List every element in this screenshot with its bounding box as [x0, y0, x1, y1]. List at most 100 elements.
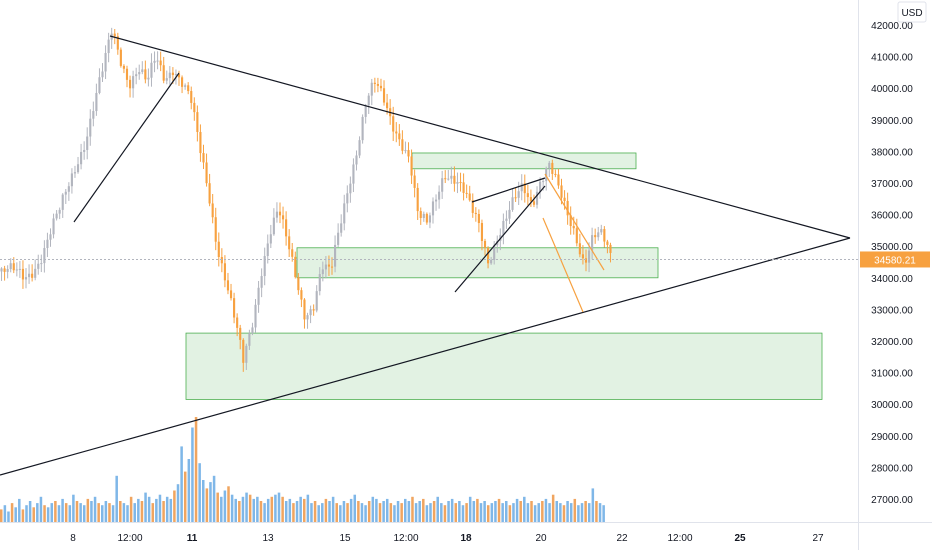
- volume-bar: [519, 501, 522, 522]
- volume-bar: [94, 497, 97, 522]
- volume-bar: [480, 503, 483, 522]
- candle-body: [270, 234, 272, 243]
- candle-body: [196, 112, 198, 132]
- volume-bar: [238, 501, 241, 522]
- lower-demand-zone[interactable]: [186, 333, 822, 399]
- volume-bar: [328, 501, 331, 522]
- volume-bar: [343, 501, 346, 522]
- volume-bar: [227, 486, 230, 522]
- candle-body: [212, 203, 214, 217]
- volume-bar: [541, 501, 544, 522]
- volume-bar: [180, 446, 183, 522]
- current-price-label: 34580.21: [874, 255, 916, 266]
- volume-bar: [87, 499, 90, 522]
- candle-body: [365, 105, 367, 117]
- volume-bar: [202, 480, 205, 522]
- x-tick-label: 22: [616, 533, 628, 544]
- candle-body: [554, 174, 556, 175]
- candle-body: [175, 74, 177, 75]
- y-tick-label: 33000.00: [871, 305, 913, 316]
- volume-bar: [101, 505, 104, 522]
- candle-body: [429, 215, 431, 222]
- y-tick-label: 31000.00: [871, 369, 913, 380]
- candle-body: [331, 267, 333, 268]
- volume-bar: [451, 499, 454, 522]
- candle-body: [423, 214, 425, 218]
- volume-bar: [133, 503, 136, 522]
- candle-body: [478, 214, 480, 223]
- x-tick-label: 11: [187, 533, 198, 544]
- upper-resistance-zone[interactable]: [412, 153, 636, 169]
- volume-bar: [411, 497, 414, 522]
- volume-bar: [408, 501, 411, 522]
- x-tick-label: 15: [339, 533, 351, 544]
- volume-bar: [382, 501, 385, 522]
- candle-body: [456, 182, 458, 184]
- candle-body: [10, 263, 12, 269]
- volume-bar: [393, 505, 396, 522]
- volume-bar: [588, 503, 591, 522]
- candle-body: [190, 91, 192, 103]
- candle-body: [218, 242, 220, 257]
- candle-body: [401, 139, 403, 150]
- candle-body: [98, 77, 100, 93]
- candle-body: [25, 277, 27, 279]
- candle-body: [144, 69, 146, 79]
- volume-bar: [487, 505, 490, 522]
- volume-bar: [556, 501, 559, 522]
- candle-body: [515, 197, 517, 198]
- volume-bar: [433, 501, 436, 522]
- candle-body: [123, 66, 125, 69]
- volume-bar: [54, 501, 57, 522]
- volume-bar: [476, 499, 479, 522]
- x-tick-label: 8: [70, 533, 76, 544]
- volume-bar: [465, 503, 468, 522]
- volume-bar: [447, 501, 450, 522]
- candle-body: [120, 50, 122, 66]
- candle-body: [511, 197, 513, 210]
- volume-bar: [559, 503, 562, 522]
- volume-bar: [90, 501, 93, 522]
- candle-body: [166, 78, 168, 81]
- candle-body: [31, 274, 33, 278]
- candle-body: [202, 153, 204, 162]
- volume-bar: [29, 501, 32, 522]
- volume-bar: [177, 484, 180, 522]
- candle-body: [404, 150, 406, 151]
- candle-body: [340, 223, 342, 232]
- candle-body: [313, 309, 315, 310]
- candle-body: [560, 185, 562, 197]
- candle-body: [227, 280, 229, 290]
- volume-bar: [436, 497, 439, 522]
- volume-bar: [303, 499, 306, 522]
- candle-body: [22, 269, 24, 280]
- candle-body: [132, 76, 134, 88]
- candle-body: [276, 212, 278, 218]
- volume-bar: [429, 503, 432, 522]
- candle-body: [435, 200, 437, 202]
- volume-bar: [563, 505, 566, 522]
- volume-bar: [7, 512, 10, 523]
- volume-bar: [397, 501, 400, 522]
- volume-bar: [321, 503, 324, 522]
- candle-body: [49, 234, 51, 239]
- volume-bar: [346, 503, 349, 522]
- volume-bar: [566, 501, 569, 522]
- volume-bar: [501, 503, 504, 522]
- volume-bar: [354, 495, 357, 522]
- volume-bar: [307, 495, 310, 522]
- candle-body: [527, 193, 529, 197]
- x-tick-label: 12:00: [117, 533, 142, 544]
- candle-body: [328, 265, 330, 267]
- candle-body: [297, 277, 299, 290]
- volume-bar: [61, 499, 64, 522]
- mid-support-zone[interactable]: [297, 248, 658, 278]
- x-tick-label: 13: [262, 533, 274, 544]
- volume-bar: [141, 501, 144, 522]
- x-tick-label: 20: [535, 533, 547, 544]
- candle-body: [426, 214, 428, 223]
- volume-bar: [314, 501, 317, 522]
- candle-body: [129, 80, 131, 88]
